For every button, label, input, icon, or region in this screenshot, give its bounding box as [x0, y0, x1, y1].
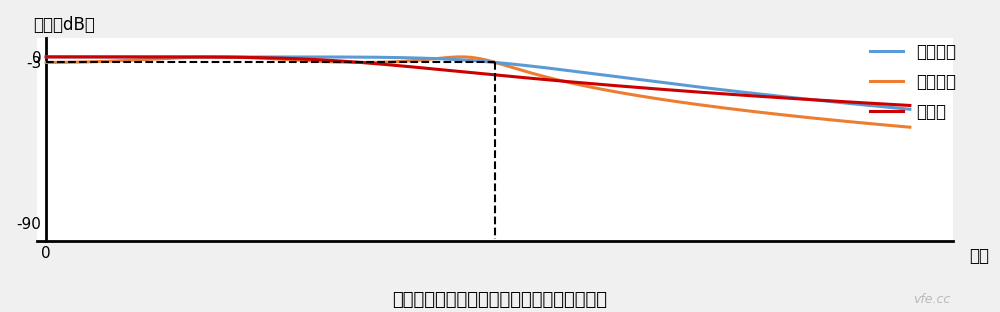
Text: vfe.cc: vfe.cc: [913, 293, 950, 306]
Legend: 巴特沃斯, 切比雪夫, 貝塞爾: 巴特沃斯, 切比雪夫, 貝塞爾: [863, 37, 963, 127]
Text: 幅值（dB）: 幅值（dB）: [33, 16, 95, 34]
Text: 頻率: 頻率: [969, 247, 989, 265]
Text: 巴特沃斯、切比雪夫、貝塞爾濾波器幅頻特性: 巴特沃斯、切比雪夫、貝塞爾濾波器幅頻特性: [392, 291, 608, 309]
